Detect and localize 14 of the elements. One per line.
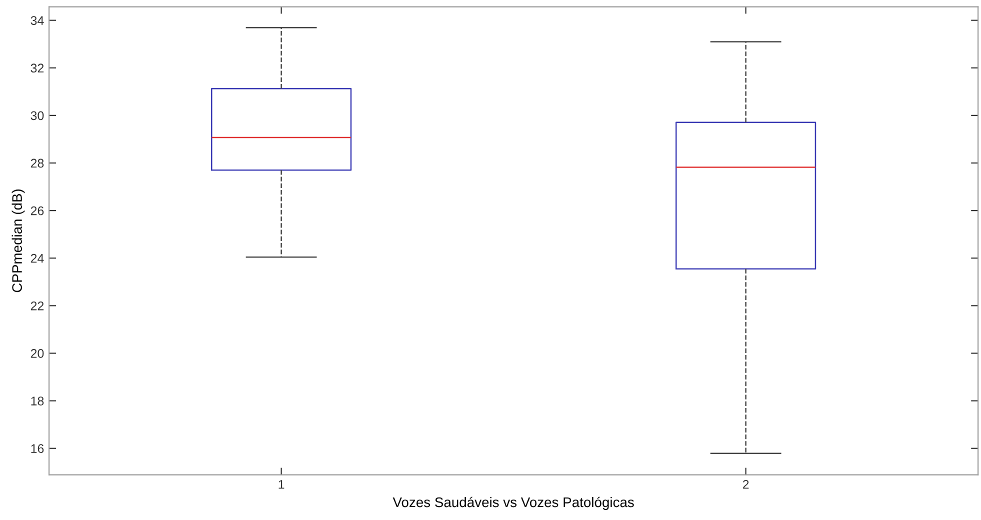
y-tick-label: 34 — [30, 16, 44, 25]
y-tick-label: 16 — [31, 444, 44, 454]
y-tick-label: 18 — [31, 396, 44, 406]
y-axis-title: CPPmedian (dB) — [12, 190, 25, 292]
y-tick-label: 30 — [30, 111, 44, 120]
y-tick-label: 20 — [30, 349, 44, 358]
y-tick-label: 26 — [30, 206, 44, 216]
x-axis-title: Vozes Saudáveis vs Vozes Patológicas — [392, 496, 634, 510]
y-tick-label: 32 — [30, 64, 44, 73]
y-tick-label: 28 — [30, 158, 44, 168]
y-tick-label: 24 — [30, 254, 44, 263]
x-tick-label: 1 — [278, 480, 284, 489]
x-tick-label: 2 — [742, 480, 749, 489]
y-tick-label: 22 — [30, 301, 44, 310]
